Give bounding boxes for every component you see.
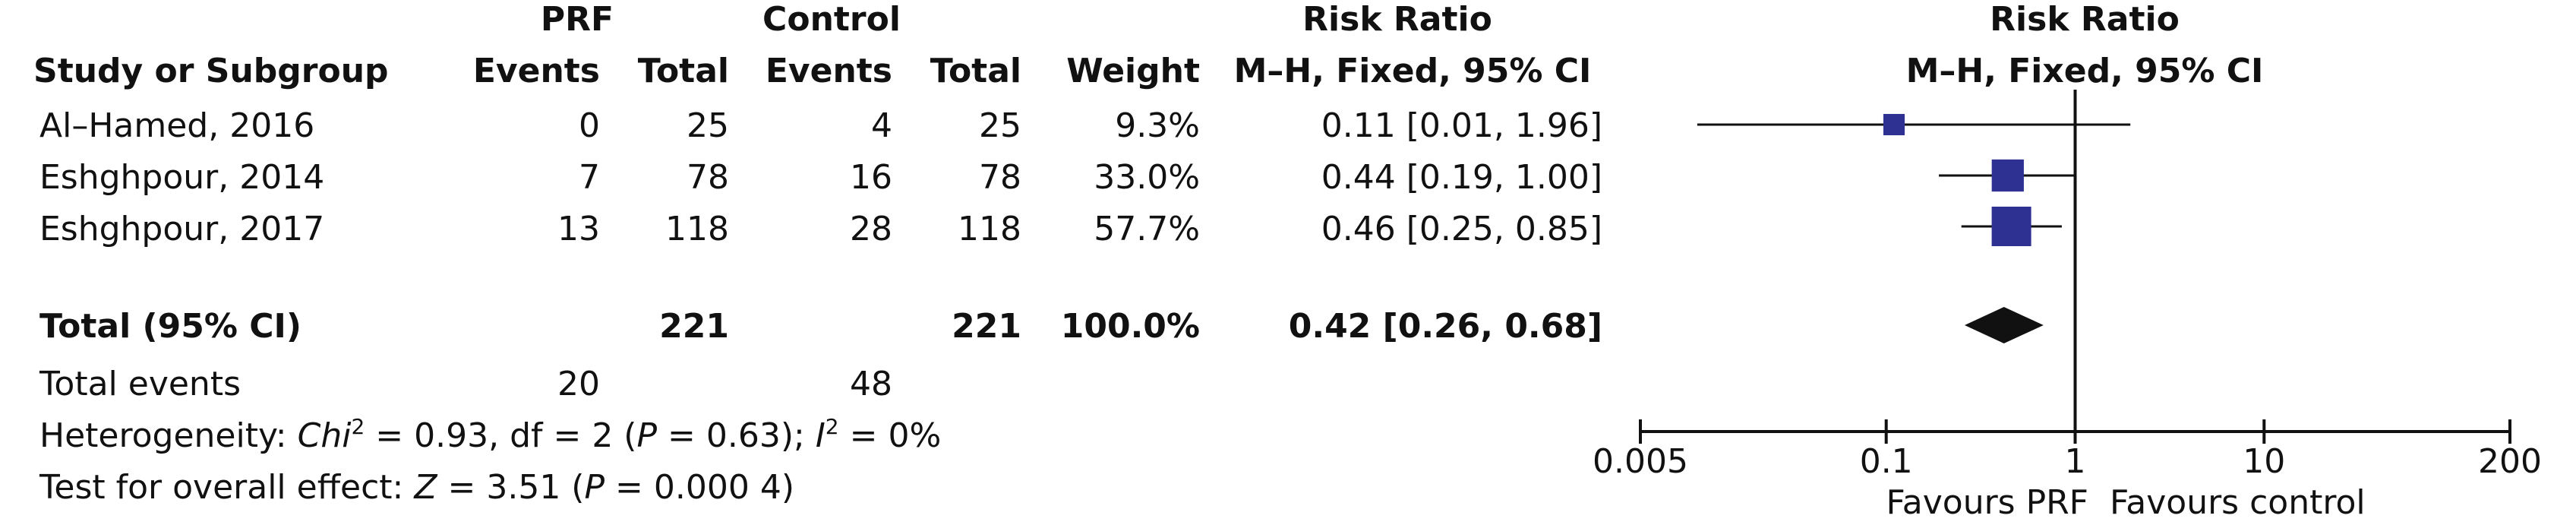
- effect-method-header: M–H, Fixed, 95% CI: [1233, 52, 1592, 90]
- study-effect-square: [1883, 113, 1905, 136]
- plot-method-header: M–H, Fixed, 95% CI: [1905, 52, 2264, 90]
- pooled-effect-diamond: [1964, 307, 2044, 343]
- prf-events: 13: [557, 210, 600, 248]
- prf-total-events: 20: [557, 365, 600, 403]
- prf-total: 118: [665, 210, 729, 248]
- favours-prf-label: Favours PRF: [1886, 483, 2089, 522]
- events-header-control: Events: [765, 52, 892, 90]
- heterogeneity-statistic: Heterogeneity: Chi2 = 0.93, df = 2 (P = …: [39, 414, 942, 455]
- weight-value: 100.0%: [1060, 307, 1200, 346]
- prf-total: 25: [687, 106, 729, 145]
- plot-title: Risk Ratio: [1990, 0, 2180, 39]
- weight-header: Weight: [1066, 52, 1200, 90]
- control-total: 221: [952, 307, 1021, 346]
- favours-control-label: Favours control: [2110, 483, 2366, 522]
- control-events: 16: [850, 158, 892, 197]
- weight-value: 9.3%: [1115, 106, 1200, 145]
- prf-events: 0: [579, 106, 600, 145]
- x-tick-label: 10: [2243, 442, 2285, 481]
- study-effect-square: [1991, 159, 2024, 192]
- study-name: Al–Hamed, 2016: [39, 106, 315, 145]
- prf-total: 221: [659, 307, 729, 346]
- prf-total: 78: [687, 158, 729, 197]
- study-name: Eshghpour, 2017: [39, 210, 325, 248]
- group2-header: Control: [762, 0, 901, 39]
- control-total: 78: [979, 158, 1021, 197]
- control-total: 25: [979, 106, 1021, 145]
- x-tick-label: 0.005: [1593, 442, 1688, 481]
- total-label: Total (95% CI): [39, 307, 302, 346]
- study-name: Eshghpour, 2014: [39, 158, 325, 197]
- total-header-prf: Total: [637, 52, 729, 90]
- pooled-risk-ratio-ci: 0.42 [0.26, 0.68]: [1288, 307, 1602, 346]
- total-events-label: Total events: [39, 365, 241, 403]
- control-events: 28: [850, 210, 892, 248]
- group1-header: PRF: [540, 0, 614, 39]
- total-header-control: Total: [930, 52, 1021, 90]
- x-tick-label: 0.1: [1860, 442, 1913, 481]
- prf-events: 7: [579, 158, 600, 197]
- risk-ratio-ci: 0.44 [0.19, 1.00]: [1321, 158, 1602, 197]
- risk-ratio-ci: 0.11 [0.01, 1.96]: [1321, 106, 1602, 145]
- x-tick-label: 1: [2065, 442, 2086, 481]
- control-total-events: 48: [850, 365, 892, 403]
- effect-title: Risk Ratio: [1302, 0, 1492, 39]
- study-effect-square: [1991, 207, 2031, 246]
- x-tick-label: 200: [2478, 442, 2542, 481]
- risk-ratio-ci: 0.46 [0.25, 0.85]: [1321, 210, 1602, 248]
- weight-value: 57.7%: [1094, 210, 1200, 248]
- control-total: 118: [958, 210, 1021, 248]
- events-header-prf: Events: [472, 52, 600, 90]
- overall-effect-test: Test for overall effect: Z = 3.51 (P = 0…: [39, 468, 794, 507]
- control-events: 4: [871, 106, 892, 145]
- study-column-header: Study or Subgroup: [33, 52, 389, 90]
- weight-value: 33.0%: [1094, 158, 1200, 197]
